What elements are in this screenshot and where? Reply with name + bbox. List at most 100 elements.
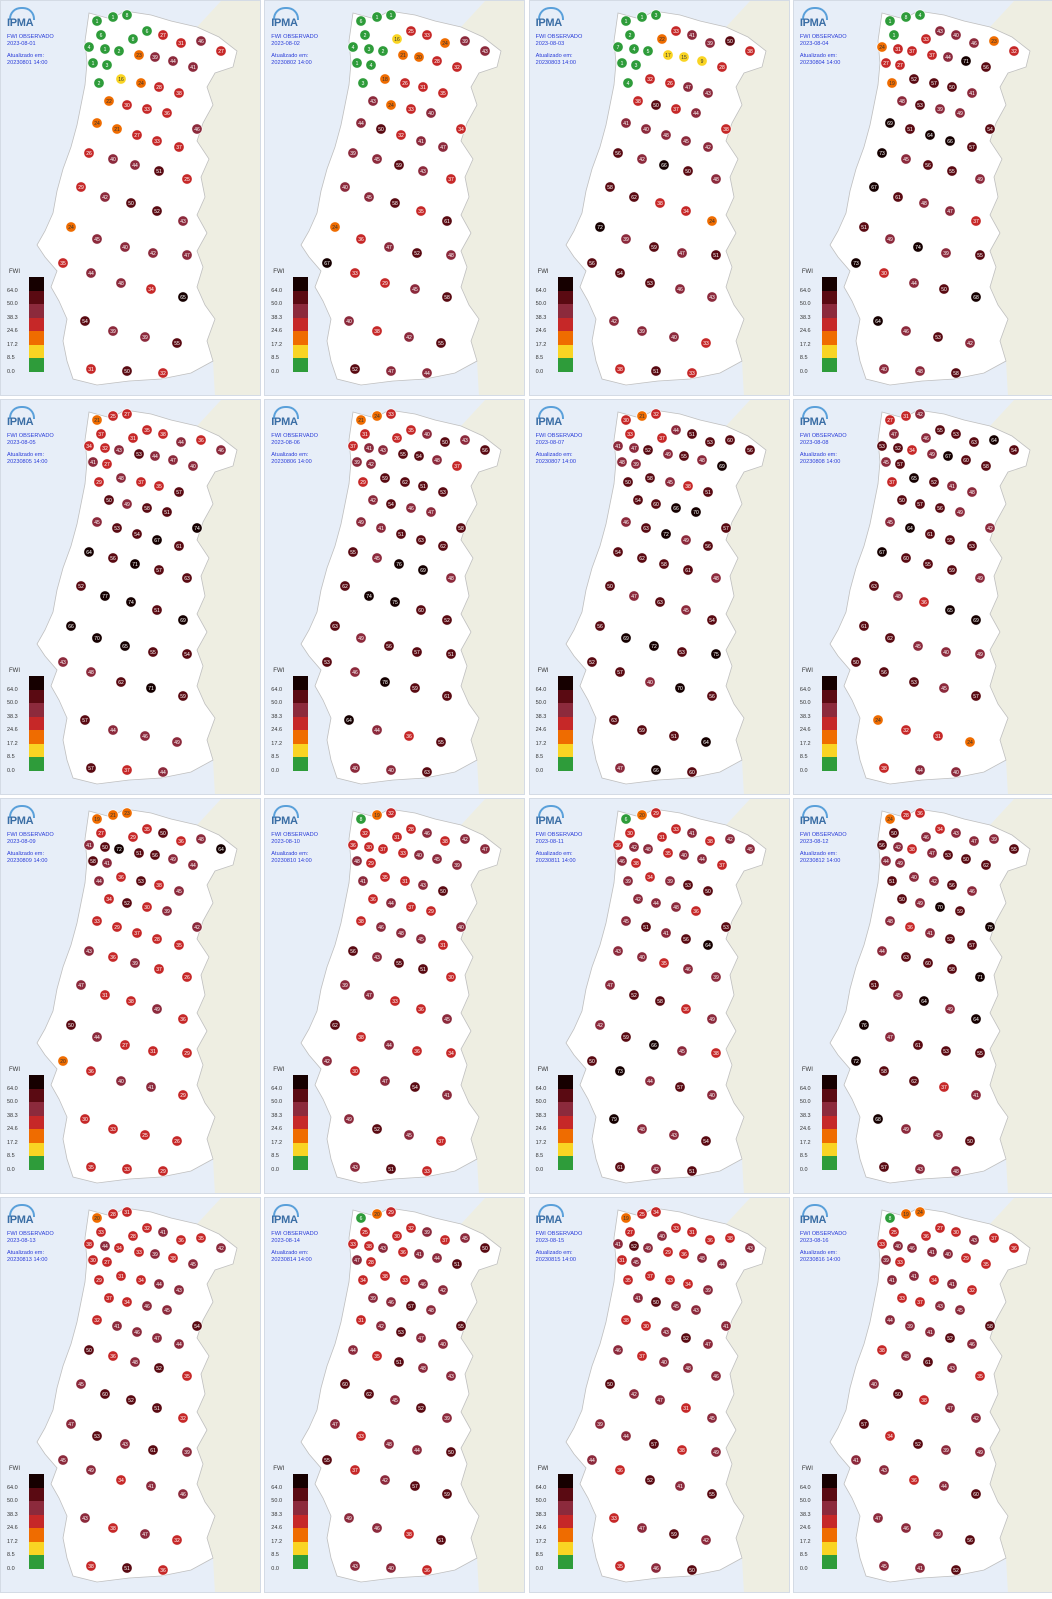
legend-tick-label: 38.3	[799, 1511, 811, 1518]
station-value: 51	[136, 851, 142, 857]
station-value: 36	[118, 875, 124, 881]
station-marker: 47	[383, 241, 395, 253]
station-marker: 49	[706, 1013, 718, 1025]
station-dot	[177, 614, 189, 626]
map-date: 2023-08-04	[799, 40, 829, 47]
fwi-legend: 64.0 50.0 38.3 24.6 17.2 8.5 0.0	[536, 1075, 582, 1173]
station-value: 76	[397, 562, 403, 568]
station-value: 41	[911, 1274, 917, 1280]
legend-row: 0.0	[536, 757, 582, 774]
station-value: 48	[921, 201, 927, 207]
station-value: 52	[631, 1244, 637, 1250]
station-dot	[125, 995, 137, 1007]
station-value: 59	[445, 1492, 451, 1498]
fwi-legend: 64.0 50.0 38.3 24.6 17.2 8.5 0.0	[536, 277, 582, 375]
station-value: 16	[118, 77, 124, 83]
station-dot	[177, 1013, 189, 1025]
legend-tick-label: 17.2	[799, 740, 811, 747]
station-dot	[850, 1055, 862, 1067]
station-dot	[431, 454, 443, 466]
station-marker: 53	[395, 1326, 407, 1338]
station-marker: 44	[355, 117, 367, 129]
station-marker: 43	[968, 1234, 980, 1246]
station-value: 29	[184, 1051, 190, 1057]
station-dot	[908, 676, 920, 688]
station-value: 46	[615, 1348, 621, 1354]
station-dot	[680, 1402, 692, 1414]
station-dot	[149, 1248, 161, 1260]
station-value: 47	[617, 766, 623, 772]
legend-tick-label: 64.0	[535, 1484, 547, 1491]
station-value: 54	[82, 319, 88, 325]
station-value: 45	[413, 287, 419, 293]
station-value: 34	[118, 1478, 124, 1484]
station-dot	[367, 95, 379, 107]
station-value: 50	[899, 498, 905, 504]
station-marker: 51	[702, 486, 714, 498]
station-dot	[321, 656, 333, 668]
station-value: 37	[449, 177, 455, 183]
station-value: 40	[118, 1079, 124, 1085]
station-value: 44	[160, 770, 166, 776]
spain-land	[725, 400, 789, 794]
station-dot	[608, 1512, 620, 1524]
legend-row: 17.2	[271, 1129, 317, 1146]
station-dot	[616, 57, 628, 69]
legend-row: 64.0	[536, 1075, 582, 1092]
station-value: 45	[78, 1382, 84, 1388]
fwi-legend: 64.0 50.0 38.3 24.6 17.2 8.5 0.0	[536, 676, 582, 774]
station-value: 42	[653, 1167, 659, 1173]
station-value: 36	[180, 1017, 186, 1023]
updated-label: Atualizado em:	[271, 452, 309, 459]
station-value: 41	[949, 1282, 955, 1288]
legend-swatch	[557, 344, 573, 358]
legend-tick-label: 0.0	[535, 1565, 544, 1572]
station-marker: 44	[644, 1075, 656, 1087]
spain-land	[725, 1, 789, 395]
station-value: 57	[897, 462, 903, 468]
station-marker: 48	[425, 1304, 437, 1316]
station-marker: 52	[125, 1394, 137, 1406]
station-value: 6	[146, 29, 149, 35]
station-marker: 24	[876, 41, 888, 53]
station-marker: 41	[413, 1248, 425, 1260]
station-marker: 42	[99, 191, 111, 203]
station-dot	[980, 61, 992, 73]
station-marker: 39	[347, 147, 359, 159]
station-value: 2	[98, 81, 101, 87]
station-marker: 41	[966, 87, 978, 99]
station-dot	[1008, 444, 1020, 456]
station-value: 56	[110, 556, 116, 562]
station-dot	[347, 945, 359, 957]
legend-swatch	[29, 703, 44, 717]
station-value: 41	[367, 446, 373, 452]
station-marker: 50	[682, 165, 694, 177]
station-value: 62	[333, 1023, 339, 1029]
station-value: 41	[689, 33, 695, 39]
station-dot	[884, 233, 896, 245]
station-marker: 44	[157, 766, 169, 778]
station-marker: 47	[654, 1394, 666, 1406]
station-dot	[421, 766, 433, 778]
station-dot	[379, 1270, 391, 1282]
station-marker: 19	[900, 1208, 912, 1220]
station-dot	[858, 1418, 870, 1430]
station-dot	[662, 448, 674, 460]
station-dot	[215, 1242, 227, 1254]
station-dot	[107, 1208, 119, 1220]
station-dot	[630, 59, 642, 71]
station-value: 55	[925, 562, 931, 568]
station-dot	[181, 971, 193, 983]
station-marker: 25	[359, 1226, 371, 1238]
station-value: 36	[683, 1007, 689, 1013]
station-marker: 26	[664, 77, 676, 89]
station-dot	[620, 813, 632, 825]
station-value: 32	[1011, 49, 1017, 55]
station-marker: 47	[884, 1031, 896, 1043]
station-dot	[441, 1013, 453, 1025]
station-dot	[85, 1560, 97, 1572]
station-value: 38	[881, 766, 887, 772]
station-dot	[107, 410, 119, 422]
station-marker: 51	[151, 604, 163, 616]
legend-swatch	[29, 1474, 44, 1488]
